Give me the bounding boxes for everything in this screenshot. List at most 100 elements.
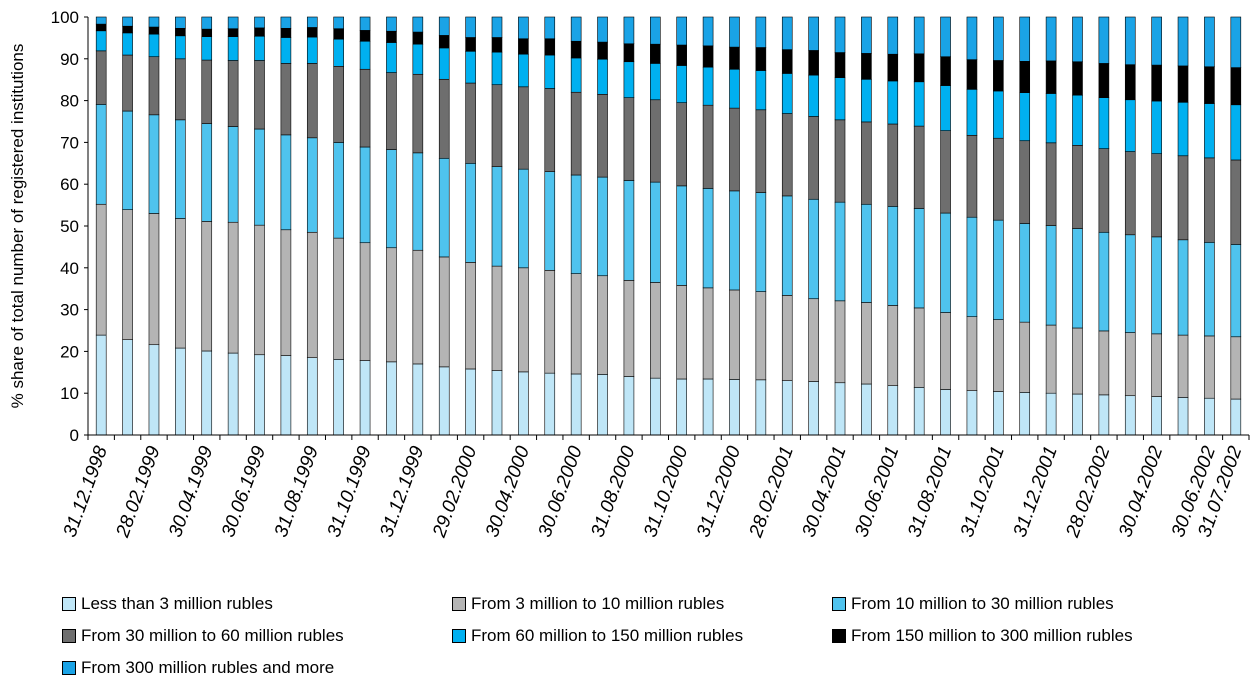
bar-segment (781, 49, 793, 74)
bar-segment (518, 16, 529, 40)
bar-segment (438, 256, 450, 368)
bar-segment (597, 58, 608, 95)
bar-segment (570, 273, 582, 375)
bar-segment (1177, 155, 1189, 241)
y-tick-label: 90 (60, 50, 79, 69)
bar-segment (122, 339, 133, 436)
bar-segment (386, 149, 397, 249)
bar-segment (702, 188, 714, 289)
bar-segment (1230, 16, 1242, 68)
bar-segment (887, 16, 899, 55)
bar-segment (518, 86, 529, 170)
bar-segment (1204, 157, 1215, 243)
bar-segment (676, 378, 687, 436)
bar-segment (623, 280, 635, 377)
bar-segment (993, 137, 1004, 221)
bar-segment (491, 51, 503, 86)
bar-segment (702, 45, 714, 68)
x-tick-label: 30.06.2000 (535, 443, 587, 540)
y-tick-label: 50 (60, 217, 79, 236)
bar-segment (438, 16, 450, 36)
bar-segment (940, 312, 951, 390)
x-tick-label: 31.08.2001 (904, 444, 956, 541)
bar-segment (650, 99, 661, 183)
bar-segment (940, 389, 951, 436)
bar-segment (1045, 60, 1057, 94)
bar-segment (861, 121, 872, 205)
bar-segment (518, 267, 529, 373)
bar-segment (95, 16, 107, 25)
legend-label: From 300 million rubles and more (81, 658, 335, 677)
bar-segment (808, 50, 819, 76)
bar-segment (491, 16, 503, 38)
bar-segment (1124, 395, 1136, 436)
bar-segment (254, 60, 265, 130)
x-tick-label: 28.02.1999 (112, 443, 165, 541)
stacked-bar-chart: % share of total number of registered in… (8, 8, 1250, 541)
bar-segment (175, 347, 186, 436)
bar-segment (808, 298, 819, 382)
bar-segment (386, 72, 397, 150)
bar-segment (861, 383, 872, 436)
bar-segment (781, 73, 793, 114)
bar-segment (1204, 397, 1215, 436)
bar-segment (570, 174, 582, 274)
bar-segment (1045, 16, 1057, 62)
bar-segment (306, 36, 318, 64)
x-tick-label: 30.06.1999 (218, 443, 270, 540)
bar-segment (1045, 93, 1057, 144)
bar-segment (702, 378, 714, 436)
bar-segment (781, 16, 793, 50)
bar-segment (940, 130, 951, 214)
bar-segment (570, 40, 582, 59)
bar-segment (412, 249, 424, 365)
bar-segment (254, 128, 265, 226)
bar-segment (227, 36, 239, 61)
bar-segment (966, 216, 978, 318)
bar-segment (412, 43, 424, 75)
bar-segment (1019, 61, 1031, 93)
legend-label: From 60 million to 150 million rubles (471, 626, 744, 645)
bar-segment (1072, 145, 1083, 229)
bar-segment (861, 16, 872, 54)
bar-segment (755, 192, 767, 292)
bar-segment (570, 16, 582, 42)
x-tick-label: 31.12.1998 (60, 443, 112, 540)
bar-segment (913, 387, 925, 436)
bar-segment (1072, 16, 1083, 63)
bar-segment (1072, 228, 1083, 329)
x-tick-label: 31.10.1999 (324, 443, 376, 540)
bar-segment (175, 119, 186, 219)
x-tick-label: 31.10.2000 (640, 443, 692, 540)
bar-segment (438, 78, 450, 159)
bar-segment (966, 16, 978, 60)
y-tick-label: 100 (51, 8, 79, 27)
bar-segment (438, 35, 450, 49)
bar-segment (254, 16, 265, 29)
bar-segment (1072, 327, 1083, 395)
bar-segment (359, 30, 371, 42)
bar-segment (359, 242, 371, 361)
x-tick-label: 29.02.2000 (429, 443, 482, 541)
bar-segment (781, 380, 793, 436)
bar-segment (913, 208, 925, 309)
bar-segment (993, 60, 1004, 92)
bar-segment (993, 219, 1004, 320)
bar-segment (1098, 148, 1110, 233)
bar-segment (1177, 334, 1189, 398)
bar-segment (412, 16, 424, 33)
bar-segment (148, 26, 160, 35)
bar-segment (465, 50, 476, 84)
bar-segment (597, 41, 608, 60)
bar-segment (781, 113, 793, 197)
bar-segment (597, 16, 608, 43)
x-tick-label: 31.08.1999 (271, 443, 323, 540)
bar-segment (227, 221, 239, 354)
bar-segment (887, 385, 899, 436)
bar-segment (861, 78, 872, 123)
bar-segment (122, 110, 133, 211)
bar-segment (1124, 151, 1136, 236)
x-tick-label: 28.02.2001 (745, 444, 798, 541)
bar-segment (544, 171, 556, 271)
bar-segment (702, 104, 714, 189)
